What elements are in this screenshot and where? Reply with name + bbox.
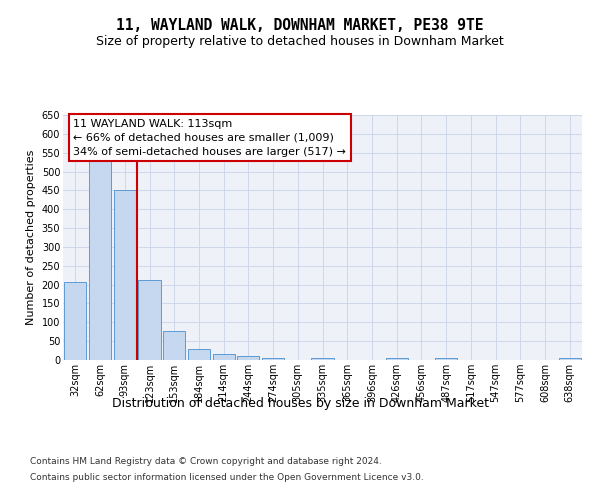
Y-axis label: Number of detached properties: Number of detached properties	[26, 150, 36, 325]
Text: Contains HM Land Registry data © Crown copyright and database right 2024.: Contains HM Land Registry data © Crown c…	[30, 458, 382, 466]
Bar	[311, 358, 334, 360]
Bar	[386, 358, 408, 360]
Bar	[262, 358, 284, 360]
Text: 11, WAYLAND WALK, DOWNHAM MARKET, PE38 9TE: 11, WAYLAND WALK, DOWNHAM MARKET, PE38 9…	[116, 18, 484, 32]
Bar	[89, 160, 111, 360]
Bar	[188, 350, 210, 360]
Bar	[139, 280, 161, 360]
Text: Contains public sector information licensed under the Open Government Licence v3: Contains public sector information licen…	[30, 472, 424, 482]
Bar	[237, 356, 259, 360]
Bar	[212, 354, 235, 360]
Bar	[113, 190, 136, 360]
Bar	[64, 282, 86, 360]
Bar	[163, 331, 185, 360]
Text: Distribution of detached houses by size in Downham Market: Distribution of detached houses by size …	[112, 398, 488, 410]
Text: 11 WAYLAND WALK: 113sqm
← 66% of detached houses are smaller (1,009)
34% of semi: 11 WAYLAND WALK: 113sqm ← 66% of detache…	[73, 118, 346, 156]
Text: Size of property relative to detached houses in Downham Market: Size of property relative to detached ho…	[96, 35, 504, 48]
Bar	[435, 358, 457, 360]
Bar	[559, 358, 581, 360]
